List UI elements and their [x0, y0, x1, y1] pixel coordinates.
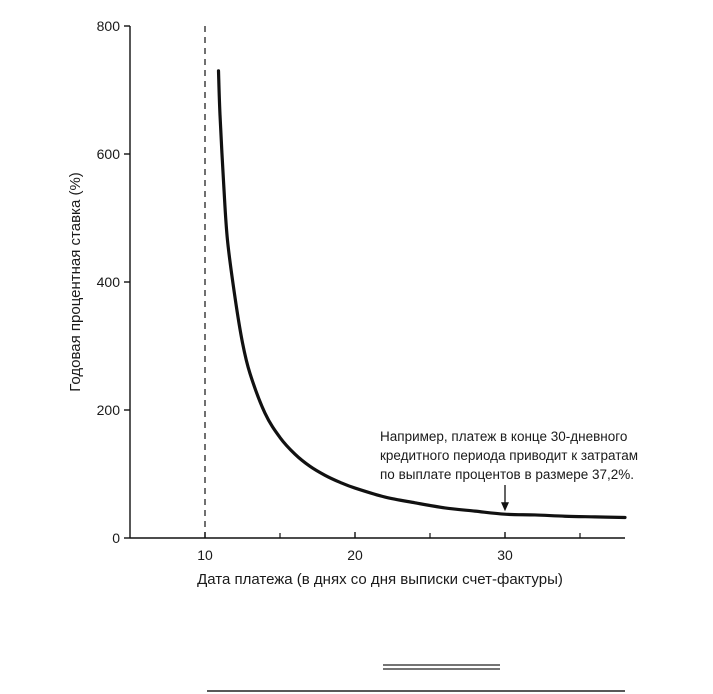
annotation-line: кредитного периода приводит к затратам: [380, 448, 638, 463]
x-tick-label: 30: [497, 547, 513, 563]
series-layer: [216, 69, 627, 520]
y-tick-label: 800: [97, 18, 121, 34]
y-tick-label: 400: [97, 274, 121, 290]
x-axis-label: Дата платежа (в днях со дня выписки счет…: [197, 571, 563, 588]
annotation-arrow-head: [501, 502, 509, 512]
annotation-line: по выплате процентов в размере 37,2%.: [380, 467, 634, 482]
y-tick-label: 200: [97, 402, 121, 418]
y-tick-label: 0: [112, 530, 120, 546]
annotation-line: Например, платеж в конце 30-дневного: [380, 429, 627, 444]
x-tick-label: 10: [197, 547, 213, 563]
axes: 0 200 400 600 800 10 20 30: [97, 18, 625, 563]
annotation: Например, платеж в конце 30-дневного кре…: [380, 429, 638, 512]
y-axis-label: Годовая процентная ставка (%): [67, 172, 84, 392]
y-tick-label: 600: [97, 146, 121, 162]
x-tick-label: 20: [347, 547, 363, 563]
decorative-rules: [207, 664, 625, 692]
series-line: [216, 69, 627, 520]
